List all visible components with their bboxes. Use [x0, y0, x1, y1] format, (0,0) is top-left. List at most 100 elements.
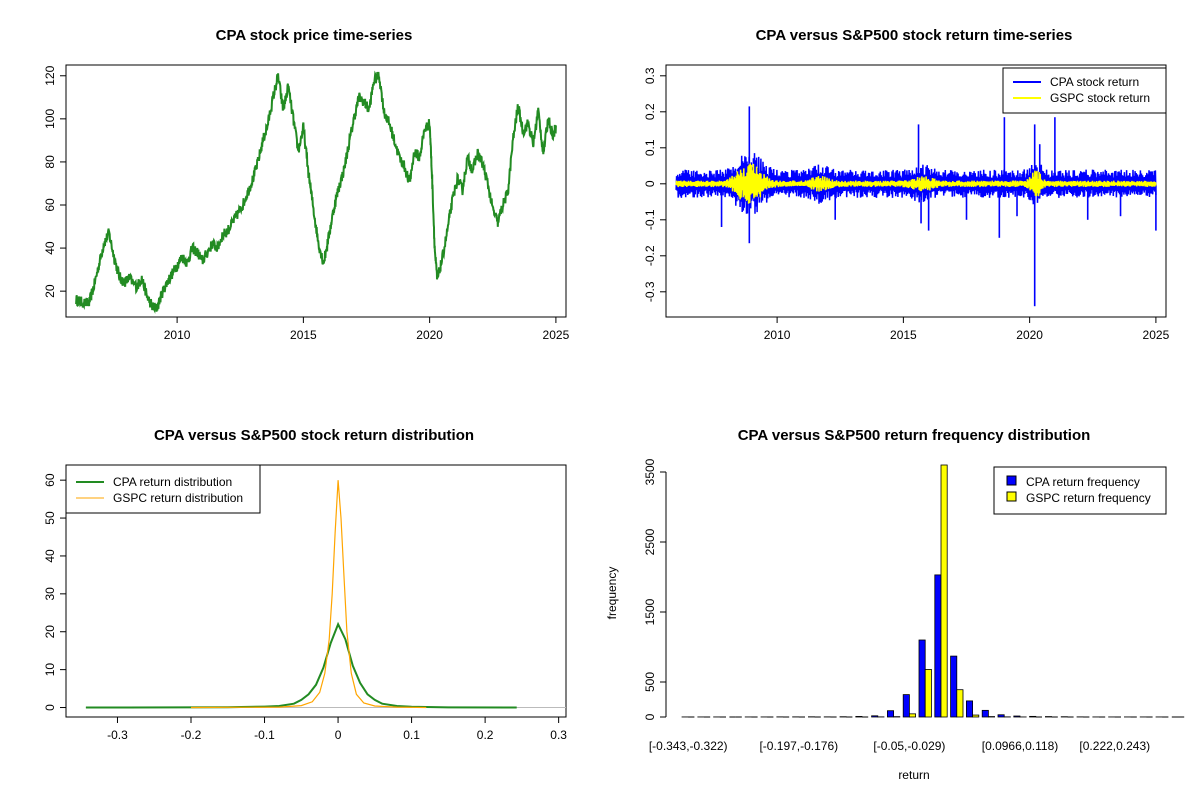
panel-return-density: CPA versus S&P500 stock return distribut… — [43, 427, 567, 742]
y-axis-density-tick-label: 20 — [43, 625, 57, 639]
y-axis-density-tick-label: 50 — [43, 511, 57, 525]
gspc-return-line — [675, 163, 1157, 204]
cpa-density-line — [85, 621, 517, 709]
x-axis-returns-tick-label: 2015 — [890, 328, 917, 342]
x-axis-density-tick-label: -0.1 — [254, 728, 275, 742]
panel-return-timeseries: CPA versus S&P500 stock return time-seri… — [643, 27, 1170, 342]
cpa-return-line — [675, 153, 1157, 214]
series-histogram — [681, 464, 1185, 718]
x-axis-price-tick-label: 2025 — [543, 328, 570, 342]
y-axis-density-tick-label: 40 — [43, 549, 57, 563]
x-axis-price-tick-label: 2020 — [416, 328, 443, 342]
legend-swatch-gspc-frequency — [1006, 491, 1017, 502]
x-axis-price-tick-label: 2015 — [290, 328, 317, 342]
y-axis-histogram-tick-label: 3500 — [643, 458, 657, 485]
series-cpa-price — [75, 70, 557, 314]
x-axis-histogram-tick-label: [0.0966,0.118) — [982, 739, 1059, 753]
y-axis-returns-tick-label: 0.3 — [643, 67, 657, 84]
y-axis-price-tick-label: 60 — [43, 198, 57, 212]
y-axis-price-tick-label: 20 — [43, 284, 57, 298]
x-axis-price-tick-label: 2010 — [164, 328, 191, 342]
chart-title-histogram: CPA versus S&P500 return frequency distr… — [738, 427, 1091, 444]
legend-label-cpa-density: CPA return distribution — [113, 475, 232, 489]
axis-ticks-returns: 2010 2015 2020 2025 -0.3 -0.2 -0.1 0 0.1 0.2 0.3 — [643, 67, 1170, 342]
legend-swatch-cpa-frequency — [1006, 475, 1017, 486]
gspc-frequency-bar — [909, 713, 917, 718]
x-axis-density-tick-label: -0.2 — [181, 728, 202, 742]
x-axis-histogram-tick-label: [-0.05,-0.029) — [873, 739, 945, 753]
y-axis-returns-tick-label: -0.3 — [643, 281, 657, 302]
legend-density: CPA return distribution GSPC return dist… — [65, 464, 261, 514]
chart-title-returns: CPA versus S&P500 stock return time-seri… — [756, 27, 1073, 44]
y-axis-label-histogram: frequency — [605, 567, 619, 620]
series-returns — [675, 106, 1157, 307]
axis-ticks-price: 2010 2015 2020 2025 20 40 60 80 100 120 — [43, 65, 570, 342]
cpa-frequency-bar — [997, 714, 1005, 718]
chart-title-density: CPA versus S&P500 stock return distribut… — [154, 427, 474, 444]
y-axis-histogram-tick-label: 1500 — [643, 598, 657, 625]
y-axis-returns-tick-label: 0 — [643, 180, 657, 187]
legend-box-returns — [1002, 67, 1167, 114]
cpa-frequency-bar — [1029, 715, 1037, 718]
cpa-frequency-bar — [918, 639, 926, 718]
y-axis-histogram-tick-label: 0 — [643, 713, 657, 720]
y-axis-price-tick-label: 40 — [43, 241, 57, 255]
x-axis-density-tick-label: 0.3 — [550, 728, 567, 742]
cpa-frequency-bar — [887, 710, 895, 718]
gspc-frequency-bar — [972, 714, 980, 718]
gspc-density-line — [190, 480, 427, 709]
legend-label-gspc-return: GSPC stock return — [1050, 91, 1150, 105]
y-axis-price-tick-label: 80 — [43, 155, 57, 169]
y-axis-returns-tick-label: 0.1 — [643, 139, 657, 156]
panel-price-timeseries: CPA stock price time-series 2010 2015 2020… — [43, 27, 570, 342]
cpa-frequency-bar — [902, 694, 910, 718]
cpa-frequency-bar — [855, 716, 863, 718]
cpa-frequency-bar — [871, 715, 879, 718]
legend-label-gspc-frequency: GSPC return frequency — [1026, 491, 1151, 505]
x-axis-histogram-tick-label: [-0.343,-0.322) — [649, 739, 728, 753]
gspc-frequency-bar — [956, 689, 964, 718]
y-axis-returns-tick-label: -0.1 — [643, 209, 657, 230]
legend-label-cpa-return: CPA stock return — [1050, 75, 1139, 89]
y-axis-returns-tick-label: -0.2 — [643, 245, 657, 266]
x-axis-density-tick-label: 0.1 — [403, 728, 420, 742]
x-axis-returns-tick-label: 2025 — [1143, 328, 1170, 342]
y-axis-histogram-tick-label: 2500 — [643, 528, 657, 555]
y-axis-density-tick-label: 0 — [43, 704, 57, 711]
axis-ticks-density: -0.3 -0.2 -0.1 0 0.1 0.2 0.3 0 10 20 30 40 50 60 — [43, 473, 567, 742]
legend-box-histogram — [993, 466, 1167, 515]
axis-ticks-histogram: 0 500 1500 2500 3500 [-0.343,-0.322) [-0.197,-… — [643, 458, 1150, 753]
x-axis-histogram-tick-label: [0.222,0.243) — [1079, 739, 1150, 753]
y-axis-price-tick-label: 100 — [43, 109, 57, 129]
x-axis-returns-tick-label: 2010 — [764, 328, 791, 342]
x-axis-returns-tick-label: 2020 — [1016, 328, 1043, 342]
price-line — [75, 70, 557, 314]
y-axis-returns-tick-label: 0.2 — [643, 103, 657, 120]
legend-box-density — [65, 464, 261, 514]
y-axis-price-tick-label: 120 — [43, 65, 57, 85]
cpa-frequency-bar — [981, 709, 989, 718]
chart-title-price: CPA stock price time-series — [216, 27, 413, 44]
x-axis-density-tick-label: -0.3 — [107, 728, 128, 742]
panel-return-histogram: CPA versus S&P500 return frequency distr… — [605, 427, 1185, 782]
cpa-frequency-bar — [950, 655, 958, 718]
legend-returns: CPA stock return GSPC stock return — [1002, 67, 1167, 114]
x-axis-histogram-tick-label: [-0.197,-0.176) — [759, 739, 838, 753]
legend-label-gspc-density: GSPC return distribution — [113, 491, 243, 505]
gspc-frequency-bar — [924, 669, 932, 718]
y-axis-density-tick-label: 30 — [43, 587, 57, 601]
cpa-frequency-bar — [966, 700, 974, 718]
legend-histogram: CPA return frequency GSPC return frequen… — [993, 466, 1167, 515]
cpa-frequency-bar — [934, 574, 942, 718]
x-axis-density-tick-label: 0 — [335, 728, 342, 742]
x-axis-density-tick-label: 0.2 — [477, 728, 494, 742]
cpa-frequency-bar — [1013, 715, 1021, 718]
series-density — [85, 480, 566, 709]
gspc-frequency-bar — [940, 464, 948, 718]
legend-label-cpa-frequency: CPA return frequency — [1026, 475, 1140, 489]
y-axis-histogram-tick-label: 500 — [643, 672, 657, 692]
y-axis-density-tick-label: 10 — [43, 663, 57, 677]
y-axis-density-tick-label: 60 — [43, 473, 57, 487]
x-axis-label-histogram: return — [898, 768, 929, 782]
